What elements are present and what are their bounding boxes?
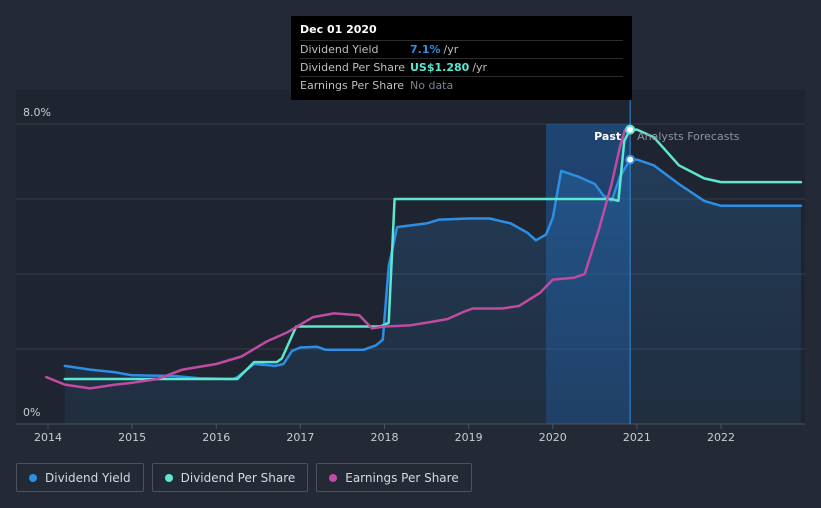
data-point-marker <box>625 154 636 165</box>
y-tick-label: 8.0% <box>23 106 51 119</box>
x-tick-label: 2015 <box>118 431 146 444</box>
series-line-dividend-per-share <box>63 128 803 381</box>
tooltip-unit: /yr <box>472 61 488 74</box>
tooltip-unit: /yr <box>443 43 459 56</box>
legend: Dividend Yield Dividend Per Share Earnin… <box>16 463 472 492</box>
series-area-dividend-yield <box>64 159 801 424</box>
tooltip-label: Dividend Yield <box>300 43 379 56</box>
tooltip-value: 7.1% <box>410 43 441 56</box>
tooltip-row-dividend-yield: Dividend Yield 7.1% /yr <box>300 40 623 58</box>
legend-dot-icon <box>164 473 173 482</box>
x-tick-label: 2021 <box>623 431 651 444</box>
x-tick-label: 2014 <box>34 431 62 444</box>
tooltip: Dec 01 2020 Dividend Yield 7.1% /yr Divi… <box>291 16 632 100</box>
legend-item-earnings-per-share[interactable]: Earnings Per Share <box>316 463 472 492</box>
tooltip-row-earnings-per-share: Earnings Per Share No data <box>300 76 623 94</box>
tooltip-row-dividend-per-share: Dividend Per Share US$1.280 /yr <box>300 58 623 76</box>
y-tick-label: 0% <box>23 406 40 419</box>
past-label: Past <box>594 130 621 143</box>
legend-item-dividend-per-share[interactable]: Dividend Per Share <box>151 463 309 492</box>
x-tick-label: 2016 <box>202 431 230 444</box>
x-tick-label: 2022 <box>707 431 735 444</box>
x-tick-label: 2019 <box>455 431 483 444</box>
legend-label: Earnings Per Share <box>345 470 459 485</box>
tooltip-date: Dec 01 2020 <box>300 23 377 36</box>
legend-label: Dividend Yield <box>45 470 131 485</box>
tooltip-value: No data <box>410 79 454 92</box>
legend-dot-icon <box>29 473 37 482</box>
tooltip-label: Dividend Per Share <box>300 61 406 74</box>
x-tick-label: 2020 <box>539 431 567 444</box>
x-tick-label: 2017 <box>286 431 314 444</box>
legend-item-dividend-yield[interactable]: Dividend Yield <box>16 463 144 492</box>
tooltip-label: Earnings Per Share <box>300 79 405 92</box>
x-tick-label: 2018 <box>371 431 399 444</box>
data-point-marker <box>625 124 636 135</box>
tooltip-value: US$1.280 <box>410 61 470 74</box>
forecast-label: Analysts Forecasts <box>637 130 740 143</box>
series-line-earnings-per-share <box>45 128 627 390</box>
legend-dot-icon <box>329 473 338 482</box>
legend-label: Dividend Per Share <box>180 470 296 485</box>
